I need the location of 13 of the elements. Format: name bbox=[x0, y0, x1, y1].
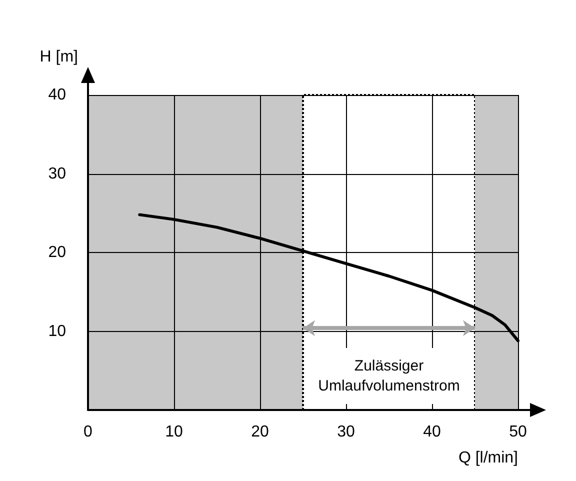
y-axis-title: H [m] bbox=[40, 48, 78, 66]
y-tick-label: 20 bbox=[48, 244, 66, 261]
x-tick-label: 10 bbox=[165, 424, 183, 440]
y-tick-label: 40 bbox=[48, 86, 66, 104]
x-axis-title: Q [l/min] bbox=[458, 450, 518, 466]
y-tick-label: 10 bbox=[48, 322, 66, 340]
x-tick-label: 50 bbox=[509, 424, 527, 440]
x-tick-label: 40 bbox=[423, 424, 441, 440]
x-tick-label: 0 bbox=[84, 424, 93, 440]
x-tick-label: 20 bbox=[251, 424, 269, 440]
x-tick-label: 30 bbox=[337, 424, 355, 440]
band-label: Zulässiger Umlaufvolumenstrom bbox=[318, 358, 460, 394]
y-tick-label: 30 bbox=[48, 165, 66, 182]
